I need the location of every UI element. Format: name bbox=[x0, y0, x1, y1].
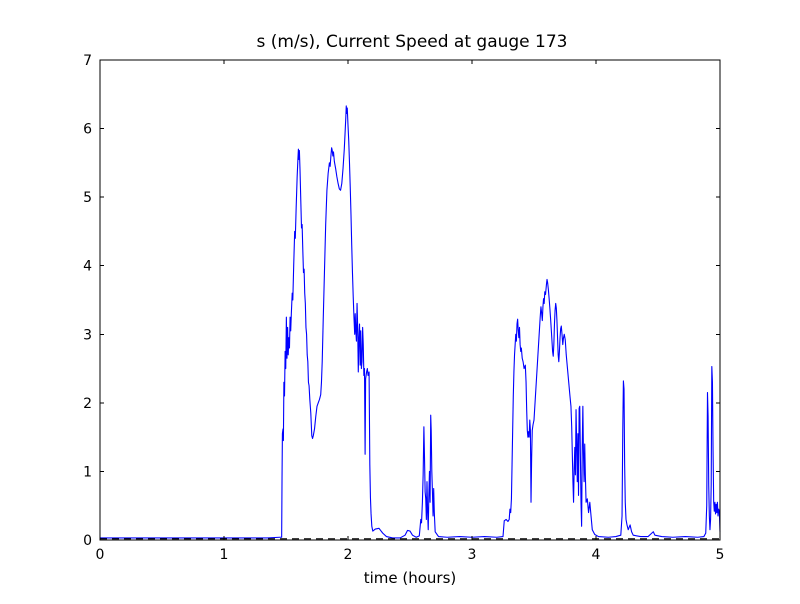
x-tick-label: 1 bbox=[220, 547, 229, 563]
x-tick-label: 0 bbox=[96, 547, 105, 563]
x-tick-label: 5 bbox=[716, 547, 725, 563]
axis-ticks bbox=[99, 59, 721, 541]
axis-tick-labels: 0 1 2 3 4 5 0 1 2 3 4 5 6 7 bbox=[83, 53, 724, 563]
y-tick-label: 5 bbox=[83, 190, 92, 206]
y-tick-label: 7 bbox=[83, 53, 92, 69]
y-tick-label: 3 bbox=[83, 327, 92, 343]
y-tick-label: 0 bbox=[83, 533, 92, 549]
series-layer bbox=[100, 105, 721, 540]
series-current-speed bbox=[100, 105, 721, 539]
x-tick-label: 4 bbox=[592, 547, 601, 563]
y-tick-label: 6 bbox=[83, 122, 92, 138]
chart-title: s (m/s), Current Speed at gauge 173 bbox=[257, 32, 568, 52]
y-tick-label: 4 bbox=[83, 259, 92, 275]
y-tick-label: 1 bbox=[83, 464, 92, 480]
y-tick-label: 2 bbox=[83, 396, 92, 412]
axes-frame bbox=[99, 59, 721, 541]
x-tick-label: 3 bbox=[468, 547, 477, 563]
x-axis-label: time (hours) bbox=[364, 569, 457, 587]
x-tick-label: 2 bbox=[344, 547, 353, 563]
